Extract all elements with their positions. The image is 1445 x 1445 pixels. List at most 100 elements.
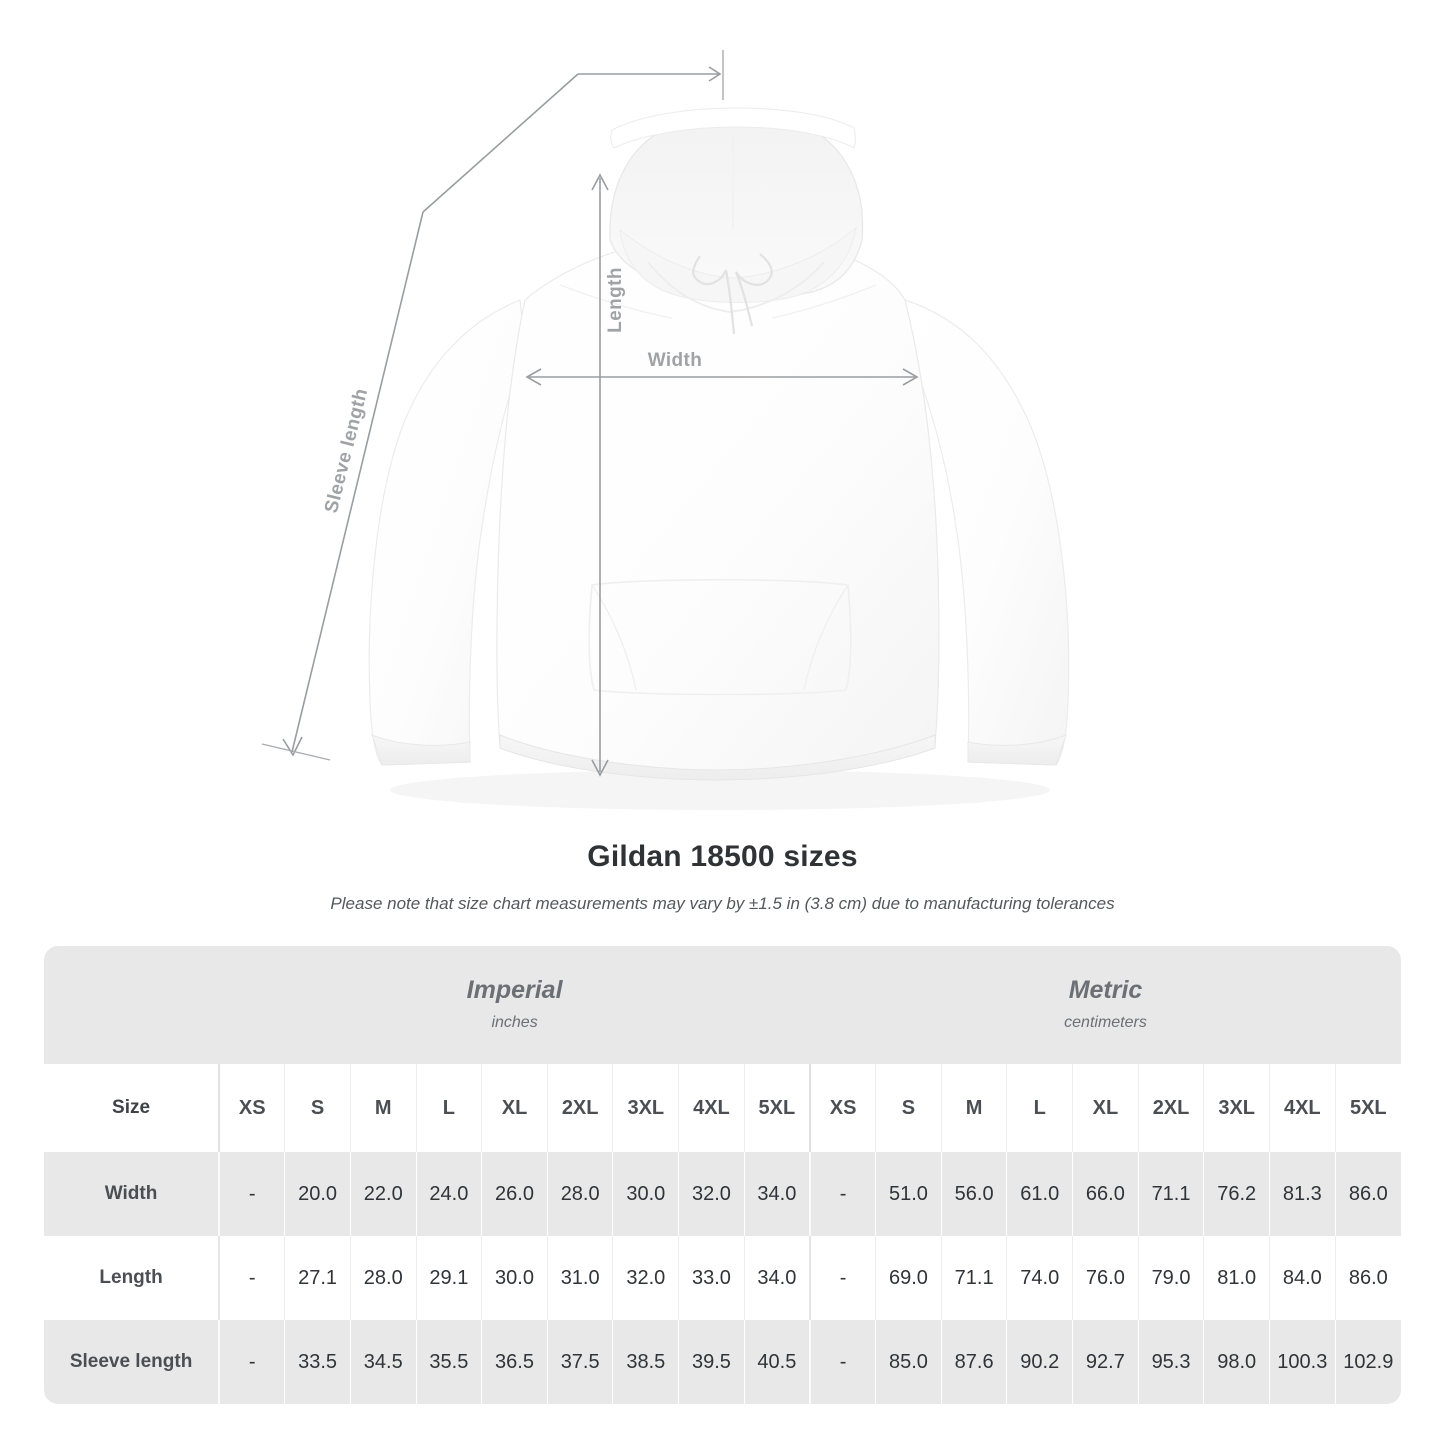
size-header-imperial-2xl: 2XL bbox=[546, 1064, 613, 1152]
tolerance-note: Please note that size chart measurements… bbox=[330, 894, 1115, 913]
cell-metric-width-xs: - bbox=[809, 1152, 876, 1236]
size-header-imperial-l: L bbox=[415, 1064, 482, 1152]
cell-metric-width-3xl: 76.2 bbox=[1203, 1152, 1270, 1236]
page-title: Gildan 18500 sizes bbox=[587, 840, 858, 873]
drawstring bbox=[692, 253, 773, 335]
cell-metric-length-5xl: 86.0 bbox=[1334, 1236, 1401, 1320]
cell-metric-length-3xl: 81.0 bbox=[1203, 1236, 1270, 1320]
row-header-label: Size bbox=[44, 1064, 220, 1152]
cell-imperial-width-s: 20.0 bbox=[284, 1152, 351, 1236]
cell-metric-width-2xl: 71.1 bbox=[1137, 1152, 1204, 1236]
cell-imperial-length-4xl: 33.0 bbox=[678, 1236, 745, 1320]
size-header-imperial-4xl: 4XL bbox=[678, 1064, 745, 1152]
cell-metric-sleeve-length-5xl: 102.9 bbox=[1334, 1320, 1401, 1404]
cell-metric-width-s: 51.0 bbox=[875, 1152, 942, 1236]
cell-metric-sleeve-length-4xl: 100.3 bbox=[1269, 1320, 1336, 1404]
cell-imperial-width-l: 24.0 bbox=[415, 1152, 482, 1236]
cell-metric-sleeve-length-2xl: 95.3 bbox=[1137, 1320, 1204, 1404]
cell-metric-sleeve-length-l: 90.2 bbox=[1006, 1320, 1073, 1404]
cell-imperial-length-l: 29.1 bbox=[415, 1236, 482, 1320]
size-header-imperial-3xl: 3XL bbox=[612, 1064, 679, 1152]
size-header-imperial-5xl: 5XL bbox=[743, 1064, 811, 1152]
cell-metric-length-m: 71.1 bbox=[940, 1236, 1007, 1320]
cell-imperial-length-s: 27.1 bbox=[284, 1236, 351, 1320]
size-header-metric-3xl: 3XL bbox=[1203, 1064, 1270, 1152]
table-row: Width -20.0 22.0 24.0 26.0 28.0 30.0 32.0 34.0-5… bbox=[44, 1152, 1401, 1236]
size-header-metric-4xl: 4XL bbox=[1269, 1064, 1336, 1152]
cell-imperial-width-xl: 26.0 bbox=[481, 1152, 548, 1236]
cell-imperial-sleeve-length-xs: - bbox=[218, 1320, 285, 1404]
size-header-metric-xl: XL bbox=[1072, 1064, 1139, 1152]
table-row: Length -27.1 28.0 29.1 30.0 31.0 32.0 33.0 34.0-… bbox=[44, 1236, 1401, 1320]
unit-banner-spacer bbox=[44, 946, 220, 1064]
cell-metric-sleeve-length-m: 87.6 bbox=[940, 1320, 1007, 1404]
cell-imperial-length-2xl: 31.0 bbox=[546, 1236, 613, 1320]
hoodie-measurement-diagram: Sleeve length Length Width bbox=[261, 50, 1070, 810]
size-header-metric-5xl: 5XL bbox=[1334, 1064, 1401, 1152]
cell-metric-width-xl: 66.0 bbox=[1072, 1152, 1139, 1236]
size-header-imperial-xl: XL bbox=[481, 1064, 548, 1152]
unit-subtitle: centimeters bbox=[1064, 1014, 1147, 1031]
cell-imperial-sleeve-length-3xl: 38.5 bbox=[612, 1320, 679, 1404]
cell-imperial-sleeve-length-xl: 36.5 bbox=[481, 1320, 548, 1404]
cell-metric-width-5xl: 86.0 bbox=[1334, 1152, 1401, 1236]
size-header-metric-m: M bbox=[940, 1064, 1007, 1152]
hoodie-illustration bbox=[368, 107, 1070, 810]
cell-metric-length-xs: - bbox=[809, 1236, 876, 1320]
cell-imperial-width-2xl: 28.0 bbox=[546, 1152, 613, 1236]
unit-name: Imperial bbox=[466, 976, 563, 1004]
cell-imperial-length-xs: - bbox=[218, 1236, 285, 1320]
measurement-label: Sleeve length bbox=[44, 1320, 220, 1404]
cell-imperial-length-5xl: 34.0 bbox=[743, 1236, 811, 1320]
cell-imperial-width-3xl: 30.0 bbox=[612, 1152, 679, 1236]
cell-metric-sleeve-length-3xl: 98.0 bbox=[1203, 1320, 1270, 1404]
length-label: Length bbox=[605, 267, 626, 333]
cell-imperial-sleeve-length-2xl: 37.5 bbox=[546, 1320, 613, 1404]
cell-imperial-sleeve-length-m: 34.5 bbox=[349, 1320, 417, 1404]
cell-imperial-width-xs: - bbox=[218, 1152, 285, 1236]
title-block: Gildan 18500 sizes Please note that size… bbox=[0, 838, 1445, 916]
cell-metric-length-l: 74.0 bbox=[1006, 1236, 1073, 1320]
size-header-metric-2xl: 2XL bbox=[1137, 1064, 1204, 1152]
cell-metric-sleeve-length-s: 85.0 bbox=[875, 1320, 942, 1404]
size-header-row: Size XS S M L XL 2XL 3XL 4XL 5XL XS S M L XL 2XL 3XL 4XL 5… bbox=[44, 1064, 1401, 1152]
unit-subtitle: inches bbox=[491, 1014, 538, 1031]
size-header-imperial-xs: XS bbox=[218, 1064, 285, 1152]
size-header-metric-l: L bbox=[1006, 1064, 1073, 1152]
cell-metric-length-xl: 76.0 bbox=[1072, 1236, 1139, 1320]
cell-imperial-width-5xl: 34.0 bbox=[743, 1152, 811, 1236]
cell-metric-length-2xl: 79.0 bbox=[1137, 1236, 1204, 1320]
unit-banner-row: Imperial inches Metric centimeters bbox=[44, 946, 1401, 1064]
measurement-label: Width bbox=[44, 1152, 220, 1236]
measurement-label: Length bbox=[44, 1236, 220, 1320]
unit-banner-imperial: Imperial inches bbox=[219, 946, 811, 1064]
cell-metric-width-l: 61.0 bbox=[1006, 1152, 1073, 1236]
cell-imperial-length-3xl: 32.0 bbox=[612, 1236, 679, 1320]
cell-imperial-sleeve-length-l: 35.5 bbox=[415, 1320, 482, 1404]
cell-imperial-width-m: 22.0 bbox=[349, 1152, 417, 1236]
cell-imperial-length-m: 28.0 bbox=[349, 1236, 417, 1320]
cell-metric-width-m: 56.0 bbox=[940, 1152, 1007, 1236]
size-header-metric-xs: XS bbox=[809, 1064, 876, 1152]
size-table: Imperial inches Metric centimeters Size XS S M L… bbox=[44, 946, 1401, 1404]
cell-metric-width-4xl: 81.3 bbox=[1269, 1152, 1336, 1236]
cell-imperial-sleeve-length-5xl: 40.5 bbox=[743, 1320, 811, 1404]
cell-metric-sleeve-length-xs: - bbox=[809, 1320, 876, 1404]
cell-metric-length-4xl: 84.0 bbox=[1269, 1236, 1336, 1320]
cell-imperial-sleeve-length-s: 33.5 bbox=[284, 1320, 351, 1404]
unit-banner-metric: Metric centimeters bbox=[810, 946, 1401, 1064]
size-table-container: Imperial inches Metric centimeters Size XS S M L… bbox=[44, 946, 1401, 1404]
cell-imperial-sleeve-length-4xl: 39.5 bbox=[678, 1320, 745, 1404]
cell-imperial-length-xl: 30.0 bbox=[481, 1236, 548, 1320]
cell-metric-sleeve-length-xl: 92.7 bbox=[1072, 1320, 1139, 1404]
length-dimension: Length bbox=[591, 173, 626, 777]
size-header-imperial-s: S bbox=[284, 1064, 351, 1152]
width-dimension: Width bbox=[525, 350, 919, 386]
cell-imperial-width-4xl: 32.0 bbox=[678, 1152, 745, 1236]
unit-name: Metric bbox=[1068, 976, 1143, 1004]
table-row: Sleeve length -33.5 34.5 35.5 36.5 37.5 38.5 39… bbox=[44, 1320, 1401, 1404]
width-label: Width bbox=[648, 350, 703, 371]
size-header-imperial-m: M bbox=[349, 1064, 417, 1152]
cell-metric-length-s: 69.0 bbox=[875, 1236, 942, 1320]
